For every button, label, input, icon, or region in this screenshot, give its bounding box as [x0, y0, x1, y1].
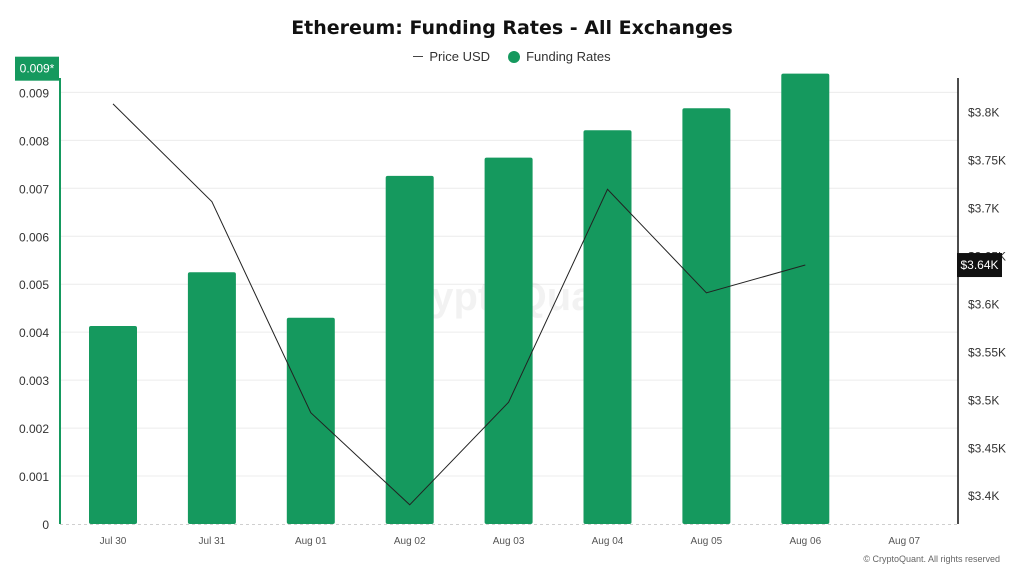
x-tick-label: Aug 06: [789, 536, 821, 547]
right-tick-label: $3.7K: [968, 201, 999, 215]
x-tick-label: Aug 03: [493, 536, 525, 547]
left-tick-label: 0.004: [19, 326, 49, 340]
copyright-notice: © CryptoQuant. All rights reserved: [863, 554, 1000, 564]
right-tick-label: $3.45K: [968, 441, 1006, 455]
left-tick-label: 0.008: [19, 134, 49, 148]
x-tick-label: Aug 01: [295, 536, 327, 547]
right-tick-label: $3.55K: [968, 345, 1006, 359]
bar-funding-rate[interactable]: [385, 175, 434, 524]
x-tick-label: Jul 30: [100, 536, 127, 547]
left-tick-label: 0.006: [19, 230, 49, 244]
bar-funding-rate[interactable]: [89, 325, 137, 524]
x-tick-label: Aug 07: [888, 536, 920, 547]
legend-line-symbol: [413, 56, 424, 57]
right-tick-label: $3.75K: [968, 154, 1006, 168]
right-tick-label: $3.4K: [968, 489, 999, 503]
left-tick-label: 0.007: [19, 182, 49, 196]
x-tick-label: Aug 05: [691, 536, 723, 547]
price-line: [112, 103, 806, 506]
x-tick-label: Jul 31: [199, 536, 226, 547]
left-value-marker: [15, 56, 59, 81]
legend-label-funding: Funding Rates: [526, 49, 611, 64]
bar-funding-rate[interactable]: [682, 108, 731, 525]
right-tick-label: $3.6K: [968, 297, 999, 311]
x-tick-label: Aug 02: [394, 536, 426, 547]
bar-funding-rate[interactable]: [781, 73, 830, 524]
left-tick-label: 0.003: [19, 374, 49, 388]
left-tick-label: 0.005: [19, 278, 49, 292]
chart-title: Ethereum: Funding Rates - All Exchanges: [291, 17, 733, 39]
left-tick-label: 0.009: [19, 86, 49, 100]
legend-dot-symbol: [508, 50, 521, 63]
legend-item-funding[interactable]: Funding Rates: [508, 49, 611, 64]
x-tick-label: Aug 04: [592, 536, 624, 547]
right-tick-label: $3.8K: [968, 106, 999, 120]
bar-funding-rate[interactable]: [187, 272, 236, 524]
right-tick-label: $3.5K: [968, 393, 999, 407]
chart-legend: Price USD Funding Rates: [0, 49, 1024, 64]
left-tick-label: 0: [42, 518, 49, 532]
legend-item-price[interactable]: Price USD: [413, 49, 490, 64]
right-value-marker-label: $3.64K: [960, 258, 998, 272]
bar-funding-rate[interactable]: [583, 130, 632, 524]
left-value-marker-label: 0.009*: [20, 62, 55, 76]
bar-funding-rate[interactable]: [484, 157, 533, 525]
left-tick-label: 0.002: [19, 422, 49, 436]
bar-funding-rate[interactable]: [286, 317, 335, 524]
right-value-marker: [957, 253, 1002, 278]
legend-label-price: Price USD: [429, 49, 491, 64]
left-tick-label: 0.001: [19, 470, 49, 484]
